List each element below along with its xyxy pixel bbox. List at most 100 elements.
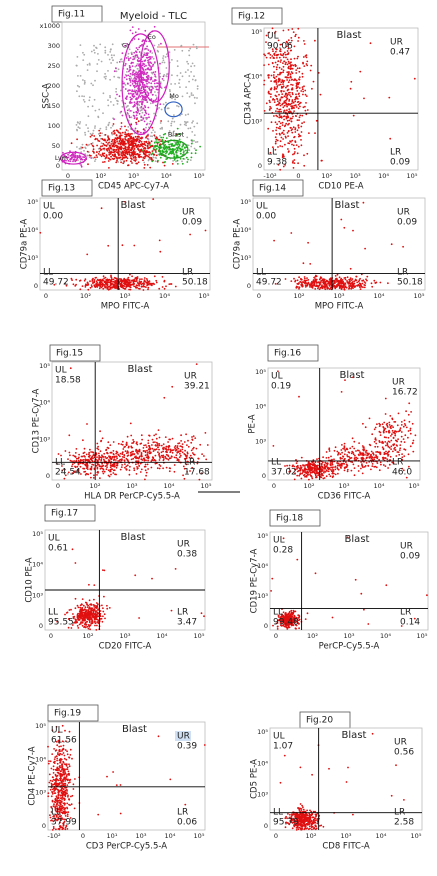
- event-dot: [105, 141, 108, 144]
- event-dot: [186, 92, 189, 94]
- event-dot: [192, 446, 195, 449]
- event-dot: [98, 458, 100, 461]
- event-dot: [116, 159, 118, 162]
- event-dot: [147, 286, 150, 289]
- event-dot: [136, 276, 139, 278]
- event-dot: [382, 456, 385, 459]
- event-dot: [157, 429, 160, 431]
- event-dot: [358, 279, 361, 282]
- event-dot: [129, 149, 132, 152]
- event-dot: [188, 149, 191, 152]
- event-dot: [294, 96, 297, 99]
- event-dot: [137, 155, 140, 158]
- event-dot: [126, 146, 128, 149]
- event-dot: [299, 105, 301, 108]
- event-dot: [97, 115, 100, 118]
- event-dot: [268, 108, 271, 111]
- x-tick-label: 0: [257, 292, 261, 300]
- event-dot: [81, 598, 84, 600]
- event-dot: [135, 97, 138, 100]
- event-dot: [162, 59, 165, 62]
- event-dot: [105, 286, 108, 288]
- event-dot: [105, 156, 108, 159]
- event-dot: [341, 465, 343, 467]
- event-dot: [141, 119, 143, 121]
- event-dot: [181, 443, 184, 445]
- event-dot: [108, 285, 111, 288]
- event-dot: [134, 56, 136, 59]
- fig-label: Fig.17: [51, 509, 78, 519]
- event-dot: [116, 457, 118, 460]
- event-dot: [379, 461, 382, 464]
- event-dot: [289, 43, 292, 46]
- event-dot: [171, 134, 174, 137]
- event-dot: [191, 436, 193, 438]
- event-dot: [165, 447, 167, 450]
- event-dot: [174, 445, 177, 447]
- event-dot: [276, 57, 278, 59]
- event-dot: [135, 118, 138, 120]
- event-dot: [122, 287, 125, 290]
- event-dot: [146, 82, 148, 85]
- event-dot: [131, 146, 134, 149]
- event-dot: [84, 81, 86, 84]
- event-dot: [344, 379, 346, 381]
- event-dot: [326, 466, 328, 468]
- event-dot: [145, 79, 148, 81]
- event-dot: [141, 60, 144, 63]
- event-dot: [298, 70, 301, 73]
- event-dot: [287, 88, 289, 91]
- event-dot: [320, 463, 323, 466]
- event-dot: [292, 167, 295, 169]
- event-dot: [144, 89, 147, 91]
- event-dot: [290, 120, 293, 123]
- event-dot: [64, 156, 67, 158]
- event-dot: [142, 55, 145, 58]
- event-dot: [306, 109, 309, 111]
- event-dot: [131, 275, 134, 278]
- y-axis-label: CD79a PE-A: [233, 219, 243, 270]
- event-dot: [290, 37, 293, 39]
- event-dot: [373, 440, 376, 443]
- event-dot: [109, 158, 112, 161]
- x-tick-label: 10³: [334, 292, 345, 300]
- event-dot: [277, 39, 280, 42]
- event-dot: [70, 142, 73, 145]
- quadrant-value: 49.72: [256, 278, 282, 288]
- event-dot: [145, 98, 148, 101]
- event-dot: [272, 74, 275, 76]
- event-dot: [69, 454, 71, 457]
- event-dot: [110, 140, 113, 143]
- event-dot: [289, 75, 292, 78]
- event-dot: [282, 138, 284, 140]
- event-dot: [88, 143, 90, 146]
- event-dot: [349, 277, 352, 279]
- event-dot: [329, 279, 332, 282]
- event-dot: [63, 159, 66, 162]
- event-dot: [322, 474, 324, 477]
- event-dot: [90, 284, 93, 286]
- event-dot: [174, 83, 177, 85]
- event-dot: [174, 98, 177, 101]
- event-dot: [275, 138, 278, 141]
- event-dot: [139, 76, 142, 79]
- event-dot: [318, 278, 321, 281]
- gate: [59, 151, 87, 165]
- event-dot: [86, 69, 89, 71]
- event-dot: [121, 453, 124, 456]
- event-dot: [384, 465, 387, 467]
- event-dot: [111, 56, 113, 59]
- event-dot: [177, 451, 180, 453]
- event-dot: [297, 36, 300, 39]
- event-dot: [159, 81, 162, 84]
- event-dot: [158, 107, 161, 109]
- event-dot: [150, 282, 152, 285]
- event-dot: [189, 127, 192, 130]
- event-dot: [144, 147, 147, 150]
- event-dot: [111, 144, 114, 147]
- event-dot: [118, 61, 121, 63]
- event-dot: [81, 95, 83, 97]
- event-dot: [367, 464, 370, 467]
- event-dot: [309, 474, 312, 477]
- event-dot: [304, 93, 307, 96]
